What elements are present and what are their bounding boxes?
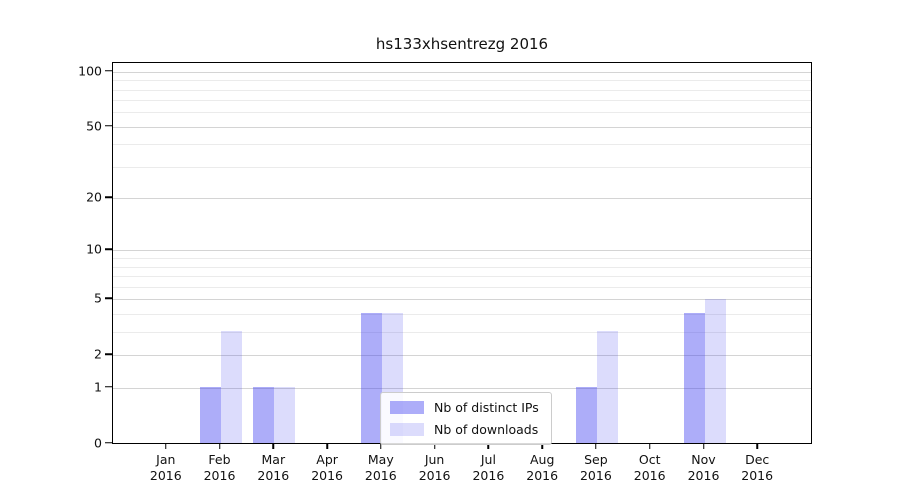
y-tick-mark — [105, 248, 112, 251]
x-tick-mark — [756, 443, 758, 449]
minor-gridline — [113, 89, 811, 91]
minor-gridline — [113, 276, 811, 277]
y-tick-label: 5 — [94, 290, 102, 306]
x-tick-label: Sep 2016 — [579, 452, 612, 483]
y-tick-mark — [105, 385, 112, 388]
minor-gridline — [113, 144, 811, 146]
y-tick-label: 100 — [78, 63, 102, 79]
major-gridline — [113, 250, 811, 252]
bar-downloads — [274, 387, 296, 443]
x-tick-mark — [433, 443, 436, 449]
bar-downloads — [220, 331, 242, 443]
legend-item-downloads: Nb of downloads — [390, 422, 539, 437]
bar-downloads — [596, 331, 618, 443]
minor-gridline — [113, 80, 811, 82]
x-tick-mark — [595, 443, 597, 449]
x-tick-label: Jan 2016 — [149, 452, 182, 483]
major-gridline — [113, 355, 811, 356]
y-tick-mark — [105, 441, 112, 444]
bar-distinct-ips — [360, 313, 382, 443]
legend: Nb of distinct IPs Nb of downloads — [380, 392, 552, 445]
y-tick-mark — [105, 196, 112, 198]
x-tick-mark — [702, 443, 705, 449]
major-gridline — [113, 71, 811, 73]
x-tick-mark — [541, 443, 543, 449]
bar-distinct-ips — [253, 387, 275, 443]
x-tick-label: Oct 2016 — [633, 452, 666, 483]
x-tick-label: May 2016 — [364, 452, 397, 483]
x-tick-mark — [165, 443, 167, 449]
x-tick-mark — [487, 443, 490, 449]
plot-area: Nb of distinct IPs Nb of downloads — [112, 62, 812, 445]
y-tick-label: 1 — [94, 379, 102, 395]
y-tick-label: 0 — [94, 435, 102, 450]
minor-gridline — [113, 112, 811, 114]
x-tick-label: Jun 2016 — [418, 452, 451, 483]
x-tick-mark — [326, 443, 328, 449]
distinct-ips-swatch — [390, 401, 424, 414]
y-tick-mark — [105, 297, 112, 299]
legend-label-distinct-ips: Nb of distinct IPs — [434, 400, 539, 415]
bar-distinct-ips — [575, 387, 597, 443]
bar-distinct-ips — [199, 387, 221, 443]
x-tick-label: Aug 2016 — [526, 452, 559, 483]
x-tick-label: Dec 2016 — [741, 452, 774, 483]
major-gridline — [113, 387, 811, 389]
bar-downloads — [704, 298, 726, 443]
y-tick-label: 2 — [94, 346, 102, 362]
y-tick-mark — [105, 124, 112, 127]
y-tick-label: 10 — [86, 241, 102, 257]
y-tick-label: 20 — [86, 189, 102, 205]
minor-gridline — [113, 286, 811, 288]
x-tick-mark — [648, 443, 651, 449]
y-tick-mark — [105, 353, 112, 355]
legend-label-downloads: Nb of downloads — [434, 422, 539, 437]
x-tick-label: Mar 2016 — [257, 452, 290, 483]
x-tick-mark — [380, 443, 382, 449]
legend-item-distinct-ips: Nb of distinct IPs — [390, 400, 539, 415]
minor-gridline — [113, 331, 811, 333]
major-gridline — [113, 299, 811, 301]
downloads-swatch — [390, 423, 424, 436]
major-gridline — [113, 126, 811, 128]
y-tick-label: 50 — [86, 118, 102, 134]
bar-distinct-ips — [683, 313, 705, 443]
x-tick-label: Apr 2016 — [311, 452, 343, 483]
chart-title: hs133xhsentrezg 2016 — [375, 35, 549, 53]
minor-gridline — [113, 313, 811, 315]
x-tick-mark — [218, 443, 221, 449]
minor-gridline — [113, 258, 811, 259]
x-tick-label: Jul 2016 — [472, 452, 505, 483]
major-gridline — [113, 198, 811, 200]
x-tick-label: Nov 2016 — [687, 452, 720, 483]
y-tick-mark — [105, 69, 112, 72]
x-tick-label: Feb 2016 — [203, 452, 236, 483]
minor-gridline — [113, 100, 811, 102]
x-tick-mark — [272, 443, 275, 449]
minor-gridline — [113, 266, 811, 268]
minor-gridline — [113, 166, 811, 168]
